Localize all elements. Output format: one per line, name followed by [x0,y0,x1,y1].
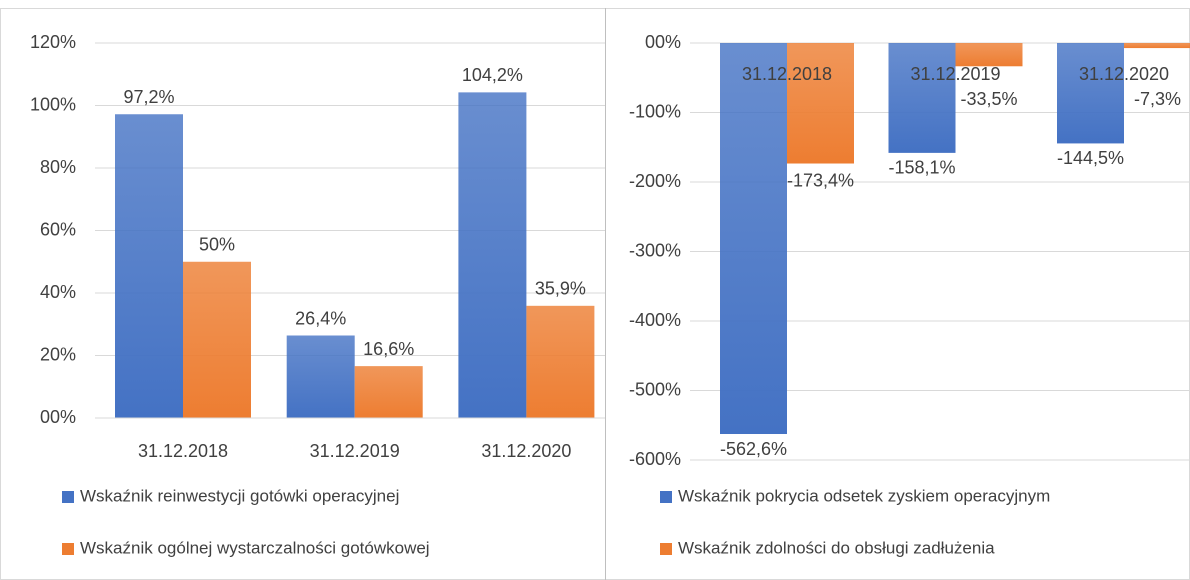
data-label: 35,9% [535,279,586,299]
y-tick-label: 120% [30,32,76,52]
legend-swatch [660,491,672,503]
bar [458,92,527,418]
bar [720,43,787,435]
y-tick-label: 00% [645,32,681,52]
bar [787,43,854,164]
chart [690,42,1190,461]
data-label: -173,4% [787,170,854,190]
bar [354,366,423,418]
legend: Wskaźnik reinwestycji gotówki operacyjne… [62,486,430,557]
data-label: 104,2% [462,65,523,85]
data-label: -33,5% [960,89,1017,109]
bar [1057,43,1124,144]
bar [526,305,595,418]
bar [115,114,183,418]
data-label: 50% [199,235,235,255]
bar [286,335,355,418]
x-tick-label: 31.12.2020 [481,441,571,461]
y-tick-label: 40% [40,282,76,302]
legend-label: Wskaźnik pokrycia odsetek zyskiem operac… [678,486,1050,505]
legend-swatch [62,491,74,503]
data-label: 97,2% [123,87,174,107]
y-tick-label: 60% [40,219,76,239]
y-tick-label: -200% [629,171,681,191]
legend-swatch [660,543,672,555]
y-tick-label: -300% [629,240,681,260]
y-tick-label: 80% [40,157,76,177]
y-tick-label: 20% [40,344,76,364]
data-label: -158,1% [888,158,955,178]
data-label: -562,6% [720,439,787,459]
legend-label: Wskaźnik zdolności do obsługi zadłużenia [678,538,995,557]
x-tick-label: 31.12.2020 [1079,64,1169,84]
bar [955,43,1023,67]
data-label: -7,3% [1134,89,1181,109]
y-tick-label: -500% [629,379,681,399]
bar [183,261,251,418]
bar [888,43,956,153]
legend-label: Wskaźnik reinwestycji gotówki operacyjne… [80,486,399,505]
x-tick-label: 31.12.2018 [138,441,228,461]
x-tick-label: 31.12.2019 [310,441,400,461]
bar [1124,43,1190,49]
data-label: -144,5% [1057,148,1124,168]
y-tick-label: 100% [30,94,76,114]
chart [95,42,605,419]
data-label: 26,4% [295,308,346,328]
y-tick-label: -600% [629,449,681,469]
y-tick-label: -400% [629,310,681,330]
legend-label: Wskaźnik ogólnej wystarczalności gotówko… [80,538,430,557]
legend-swatch [62,543,74,555]
data-label: 16,6% [363,339,414,359]
legend: Wskaźnik pokrycia odsetek zyskiem operac… [660,486,1050,557]
x-tick-label: 31.12.2019 [910,64,1000,84]
y-tick-label: -100% [629,101,681,121]
y-tick-label: 00% [40,407,76,427]
x-tick-label: 31.12.2018 [742,64,832,84]
